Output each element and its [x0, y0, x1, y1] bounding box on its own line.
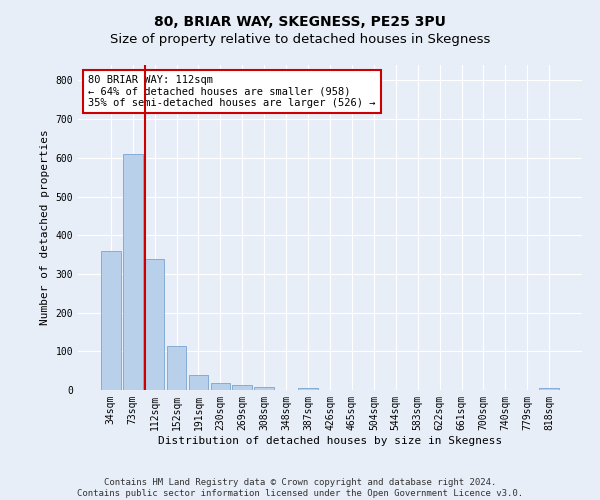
Bar — [145, 259, 164, 390]
Bar — [254, 387, 274, 390]
X-axis label: Distribution of detached houses by size in Skegness: Distribution of detached houses by size … — [158, 436, 502, 446]
Bar — [101, 252, 121, 390]
Bar — [211, 383, 230, 390]
Bar — [188, 374, 208, 390]
Bar — [123, 154, 143, 390]
Bar — [232, 384, 252, 390]
Text: Size of property relative to detached houses in Skegness: Size of property relative to detached ho… — [110, 32, 490, 46]
Bar — [167, 346, 187, 390]
Text: Contains HM Land Registry data © Crown copyright and database right 2024.
Contai: Contains HM Land Registry data © Crown c… — [77, 478, 523, 498]
Text: 80 BRIAR WAY: 112sqm
← 64% of detached houses are smaller (958)
35% of semi-deta: 80 BRIAR WAY: 112sqm ← 64% of detached h… — [88, 74, 376, 108]
Y-axis label: Number of detached properties: Number of detached properties — [40, 130, 50, 326]
Bar — [539, 388, 559, 390]
Bar — [298, 388, 318, 390]
Text: 80, BRIAR WAY, SKEGNESS, PE25 3PU: 80, BRIAR WAY, SKEGNESS, PE25 3PU — [154, 15, 446, 29]
